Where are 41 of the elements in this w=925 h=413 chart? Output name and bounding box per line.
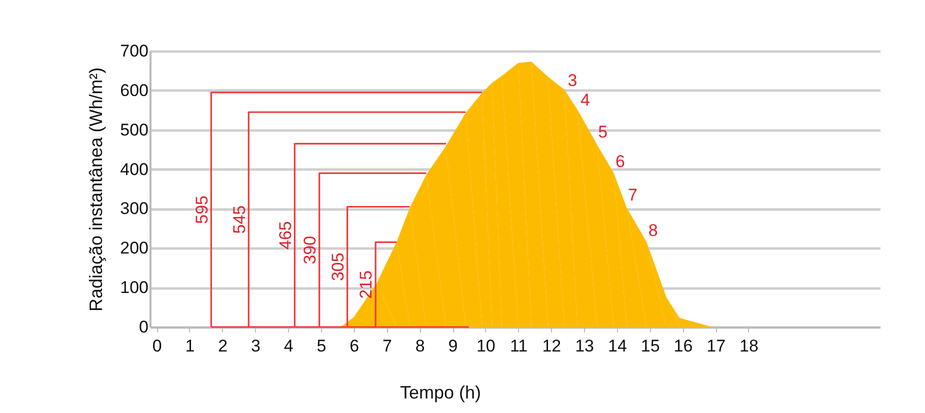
y-tick-label: 400 [120,160,148,179]
y-tick-label: 700 [120,42,148,60]
x-tick-label: 1 [185,336,195,356]
annotation: 6 [615,152,625,171]
annotation: 4 [580,90,590,110]
annotation: 8 [648,220,658,240]
y-tick-label: 600 [120,80,148,100]
annotation: 595 [192,196,212,224]
x-tick-label: 9 [448,336,458,356]
annotation: 390 [300,236,320,264]
x-tick-label: 12 [542,336,562,356]
x-tick-label: 10 [476,336,496,356]
annotation: 7 [628,185,638,204]
x-tick-label: 11 [510,336,528,356]
x-tick-label: 5 [316,336,326,356]
x-axis-title: Tempo (h) [400,382,482,402]
x-tick-label: 7 [382,336,392,356]
x-tick-label: 13 [575,336,594,356]
annotation: 465 [276,221,295,250]
x-tick-label: 3 [250,336,260,356]
x-tick-label: 14 [608,336,627,356]
annotation: 5 [598,122,608,142]
x-tick-label: 8 [415,336,425,356]
y-tick-label: 200 [120,238,148,258]
x-tick-label: 6 [350,336,360,356]
annotation: 305 [328,252,348,282]
annotation: 3 [568,71,578,90]
y-axis-title: Radiação instantânea (Wh/m²) [86,67,106,312]
y-tick-label: 0 [139,318,148,336]
annotation: 215 [356,270,376,299]
y-tick-label: 300 [120,199,148,218]
x-tick-label: 18 [740,336,758,356]
x-tick-label: 16 [674,336,693,356]
x-tick-label: 2 [218,336,228,356]
y-tick-label: 500 [120,120,148,140]
x-tick-label: 4 [284,336,294,356]
x-tick-label: 0 [152,336,162,356]
x-tick-label: 15 [640,336,660,356]
x-tick-label: 17 [706,336,726,356]
annotation: 545 [230,205,249,234]
y-tick-label: 100 [120,278,148,298]
